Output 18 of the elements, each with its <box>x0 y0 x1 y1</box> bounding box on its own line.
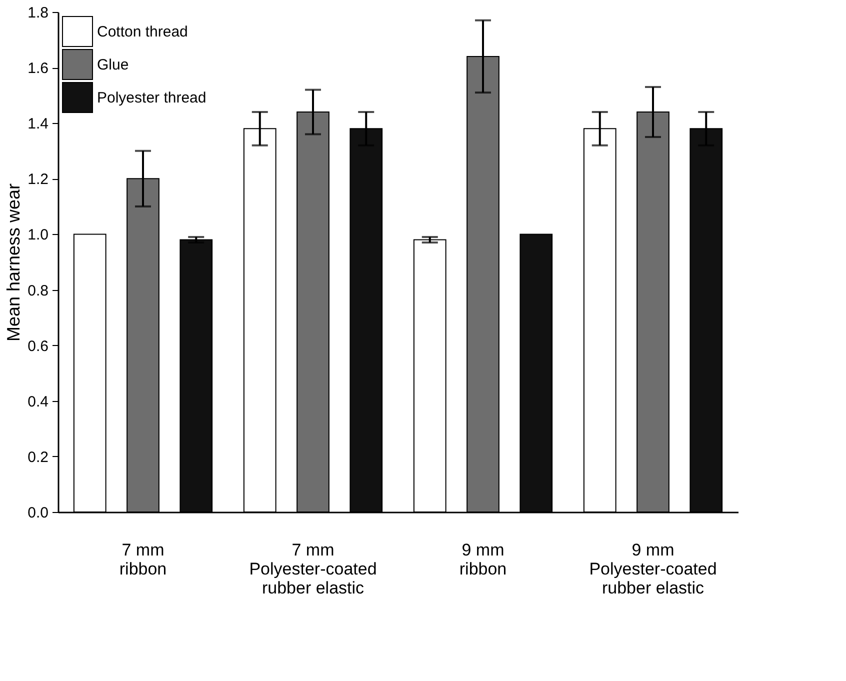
y-tick-label: 0.0 <box>28 504 48 522</box>
y-tick-label: 0.2 <box>28 448 48 466</box>
y-axis-title: Mean harness wear <box>4 183 24 342</box>
legend-label: Cotton thread <box>97 24 188 40</box>
y-tick-label: 1.6 <box>28 60 48 78</box>
y-tick-label: 1.0 <box>28 226 48 244</box>
legend-label: Polyester thread <box>97 90 206 106</box>
y-tick-label: 1.2 <box>28 171 48 188</box>
x-tick-label: 7 mm Polyester-coated rubber elastic <box>249 540 377 598</box>
x-tick-label: 9 mm Polyester-coated rubber elastic <box>589 540 717 598</box>
y-tick-label: 0.4 <box>28 393 48 410</box>
y-tick-label: 1.8 <box>28 4 48 22</box>
y-tick-label: 0.8 <box>28 282 48 300</box>
legend-label: Glue <box>97 56 129 74</box>
y-tick-label: 0.6 <box>28 338 48 355</box>
x-tick-label: 9 mm ribbon <box>459 540 507 578</box>
x-tick-label: 7 mm ribbon <box>119 540 167 578</box>
y-tick-label: 1.4 <box>28 116 48 133</box>
